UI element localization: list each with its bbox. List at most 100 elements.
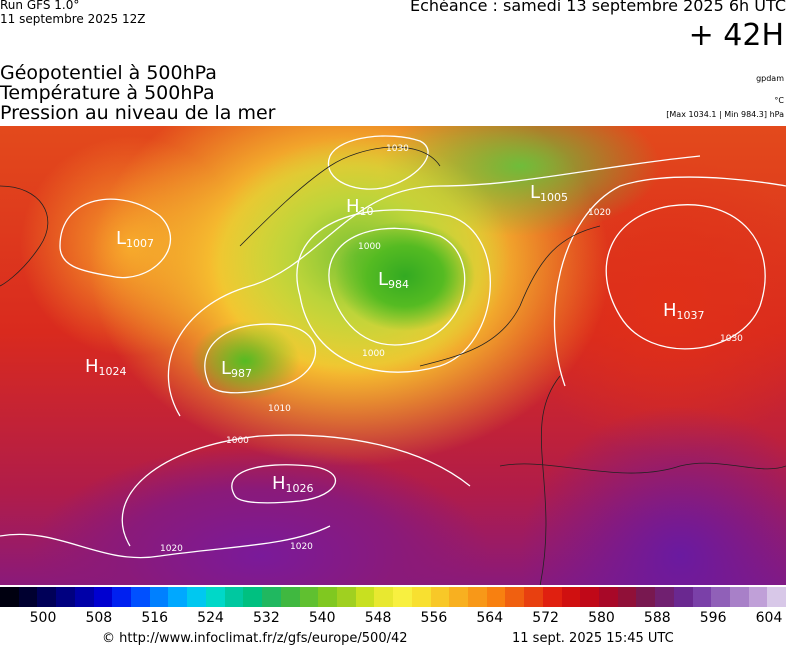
color-swatch: [18, 587, 38, 607]
color-scale-label: 596: [699, 610, 727, 626]
color-swatch: [767, 587, 786, 607]
color-swatch: [599, 587, 618, 607]
title: Géopotentiel à 500hPa: [0, 62, 217, 84]
color-swatch: [411, 587, 431, 607]
color-swatch: [711, 587, 731, 607]
pressure-center: H1037: [663, 300, 705, 322]
color-swatch: [393, 587, 412, 607]
isobar-label: 1000: [358, 242, 381, 252]
center-letter: H: [85, 356, 99, 377]
pressure-center: H10: [346, 196, 374, 218]
center-letter: L: [116, 228, 127, 249]
color-swatch: [505, 587, 525, 607]
isobar-label: 1010: [268, 404, 291, 414]
color-swatch: [187, 587, 206, 607]
center-value: 1005: [540, 191, 569, 204]
color-swatch: [131, 587, 150, 607]
color-swatch: [262, 587, 281, 607]
color-swatch: [280, 587, 300, 607]
timestamp: 11 sept. 2025 15:45 UTC: [512, 631, 674, 646]
center-value: 10: [359, 205, 374, 218]
isobar-label: 1020: [588, 208, 611, 218]
color-scale-label: 572: [532, 610, 559, 626]
isobar-label: 1000: [362, 349, 385, 359]
pressure-center: L1007: [116, 228, 154, 250]
run: Run GFS 1.0°: [0, 0, 80, 12]
color-swatch: [355, 587, 375, 607]
color-swatch: [673, 587, 693, 607]
color-scale-label: 500: [29, 610, 57, 626]
color-scale-label: 516: [141, 610, 169, 626]
unit: gpdam: [756, 74, 784, 83]
color-swatch: [430, 587, 450, 607]
color-scale-label: 580: [588, 610, 615, 626]
color-swatch: [655, 587, 674, 607]
color-swatch: [112, 587, 132, 607]
color-swatch: [449, 587, 468, 607]
isobar-label: 1000: [226, 436, 249, 446]
center-value: 1024: [98, 365, 127, 378]
center-letter: L: [378, 269, 389, 290]
color-swatch: [336, 587, 356, 607]
center-value: 987: [231, 367, 253, 380]
isobar-label: 1030: [720, 334, 743, 344]
color-swatch: [243, 587, 263, 607]
pressure-center: L987: [221, 358, 252, 380]
pressure-center: L1005: [530, 182, 568, 204]
pressure-center: H1026: [272, 473, 314, 495]
color-swatch: [524, 587, 543, 607]
color-swatch: [486, 587, 506, 607]
isobar-label: 1030: [386, 144, 409, 154]
pressure-center: L984: [378, 269, 409, 291]
color-swatch: [542, 587, 562, 607]
color-swatch: [748, 587, 768, 607]
color-swatch: [580, 587, 599, 607]
center-value: 1026: [285, 482, 314, 495]
run-date: 11 septembre 2025 12Z: [0, 12, 146, 26]
lead-time: + 42H: [688, 18, 784, 53]
pressure-center: H1024: [85, 356, 127, 378]
center-letter: L: [530, 182, 541, 203]
unit: [Max 1034.1 | Min 984.3] hPa: [666, 110, 784, 119]
color-swatch: [56, 587, 75, 607]
center-value: 1037: [676, 309, 705, 322]
color-scale-label: 540: [308, 610, 336, 626]
valid-time: Echéance : samedi 13 septembre 2025 6h U…: [409, 0, 786, 15]
color-scale-label: 548: [364, 610, 392, 626]
title: Température à 500hPa: [0, 82, 215, 104]
isobar-label: 1020: [290, 542, 313, 552]
center-letter: H: [663, 300, 677, 321]
color-swatch: [0, 587, 19, 607]
color-swatch: [617, 587, 637, 607]
color-swatch: [299, 587, 319, 607]
isobar-label: 1020: [160, 544, 183, 554]
map: L1007 H10 L1005 L984 H1037 H1024 L987 H1…: [0, 126, 786, 585]
color-swatch: [224, 587, 244, 607]
color-swatch: [205, 587, 225, 607]
contours: [0, 135, 786, 585]
color-swatch: [467, 587, 487, 607]
color-swatch: [561, 587, 581, 607]
color-scale-label: 524: [197, 610, 224, 626]
color-swatch: [692, 587, 712, 607]
center-letter: H: [272, 473, 286, 494]
color-swatch: [636, 587, 656, 607]
color-swatch: [74, 587, 94, 607]
color-scale-label: 532: [253, 610, 280, 626]
color-scale: [0, 587, 786, 607]
title: Pression au niveau de la mer: [0, 102, 276, 124]
color-scale-label: 588: [643, 610, 671, 626]
center-letter: L: [221, 358, 232, 379]
center-value: 1007: [126, 237, 155, 250]
color-scale-label: 508: [85, 610, 113, 626]
color-scale-label: 604: [755, 610, 783, 626]
unit: °C: [774, 96, 784, 105]
color-swatch: [93, 587, 113, 607]
color-swatch: [318, 587, 337, 607]
color-swatch: [374, 587, 394, 607]
color-swatch: [149, 587, 169, 607]
color-scale-label: 556: [420, 610, 448, 626]
color-swatch: [37, 587, 57, 607]
color-swatch: [730, 587, 749, 607]
